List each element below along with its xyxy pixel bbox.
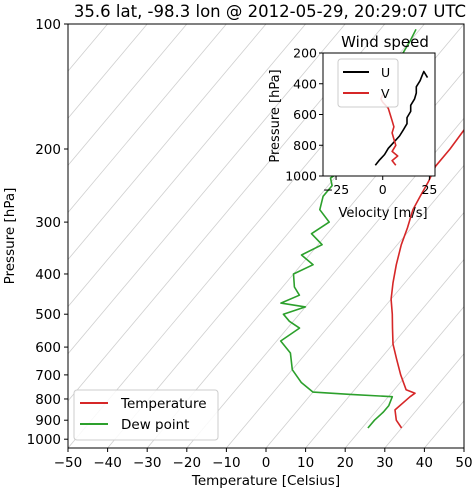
- inset-legend: U V: [337, 58, 399, 108]
- main-x-axis-label: Temperature [Celsius]: [191, 473, 340, 489]
- inset-x-tick-label: 25: [421, 182, 437, 197]
- isotherm-line: [344, 306, 464, 448]
- legend-label-temperature: Temperature: [120, 396, 207, 412]
- x-tick-label: −30: [133, 455, 162, 471]
- x-tick-label: 40: [416, 455, 433, 471]
- y-tick-label: 900: [35, 413, 61, 429]
- y-tick-label: 1000: [27, 432, 61, 448]
- y-tick-label: 600: [35, 340, 61, 356]
- x-tick-label: 20: [337, 455, 354, 471]
- inset-y-tick-label: 400: [293, 76, 317, 91]
- inset-y-tick-label: 200: [293, 46, 317, 61]
- inset-legend-label-v: V: [381, 86, 390, 101]
- inset-x-ticks: −25 0 25: [323, 176, 437, 197]
- y-tick-label: 400: [35, 267, 61, 283]
- wind-inset-axes: −25 0 25 200 400 600 800 1000 Wind speed Veloc…: [268, 33, 437, 221]
- isotherm-grid: [68, 24, 464, 448]
- x-tick-label: −40: [93, 455, 122, 471]
- y-tick-label: 800: [35, 392, 61, 408]
- x-tick-label: −20: [173, 455, 202, 471]
- x-tick-label: 10: [297, 455, 314, 471]
- inset-y-tick-label: 800: [293, 138, 317, 153]
- inset-y-axis-label: Pressure [hPa]: [268, 69, 283, 162]
- x-tick-label: 50: [455, 455, 472, 471]
- isotherm-line: [265, 211, 464, 448]
- main-y-ticks: 100 200 300 400 500 600 700 800 900 1000: [27, 17, 68, 448]
- series-line-temperature: [390, 129, 464, 429]
- isotherm-line: [463, 447, 464, 448]
- inset-series-line-u: [374, 70, 429, 166]
- isotherm-line: [68, 24, 267, 261]
- main-axes: −50 −40 −30 −20 −10 0 10 20 30 40 50 100 200 300 400 5…: [2, 17, 473, 489]
- isotherm-line: [384, 353, 464, 448]
- main-legend-box: [73, 389, 219, 441]
- main-x-ticks: −50 −40 −30 −20 −10 0 10 20 30 40 50: [54, 448, 473, 471]
- inset-x-tick-label: 0: [379, 182, 387, 197]
- x-tick-label: −10: [212, 455, 241, 471]
- isotherm-line: [68, 24, 306, 308]
- inset-x-tick-label: −25: [323, 182, 349, 197]
- isotherm-line: [68, 24, 188, 166]
- x-tick-label: 0: [262, 455, 271, 471]
- inset-y-ticks: 200 400 600 800 1000: [285, 46, 323, 184]
- y-tick-label: 200: [35, 142, 61, 158]
- isotherm-line: [305, 258, 464, 448]
- isotherm-line: [146, 70, 464, 448]
- inset-legend-label-u: U: [381, 65, 390, 80]
- y-tick-label: 500: [35, 307, 61, 323]
- isotherm-line: [186, 117, 464, 448]
- inset-x-axis-label: Velocity [m/s]: [338, 206, 427, 221]
- inset-title: Wind speed: [341, 33, 429, 51]
- x-tick-label: −50: [54, 455, 83, 471]
- y-tick-label: 300: [35, 215, 61, 231]
- isotherm-line: [68, 24, 227, 214]
- y-tick-label: 700: [35, 368, 61, 384]
- main-y-axis-label: Pressure [hPa]: [2, 188, 18, 285]
- inset-y-tick-label: 600: [293, 107, 317, 122]
- inset-y-tick-label: 1000: [285, 169, 317, 184]
- legend-label-dew-point: Dew point: [121, 417, 189, 433]
- x-tick-label: 30: [376, 455, 393, 471]
- isotherm-line: [68, 24, 346, 355]
- isotherm-line: [68, 24, 148, 119]
- main-legend: Temperature Dew point: [73, 389, 219, 441]
- main-chart-title: 35.6 lat, -98.3 lon @ 2012-05-29, 20:29:…: [74, 2, 466, 21]
- y-tick-label: 100: [35, 17, 61, 33]
